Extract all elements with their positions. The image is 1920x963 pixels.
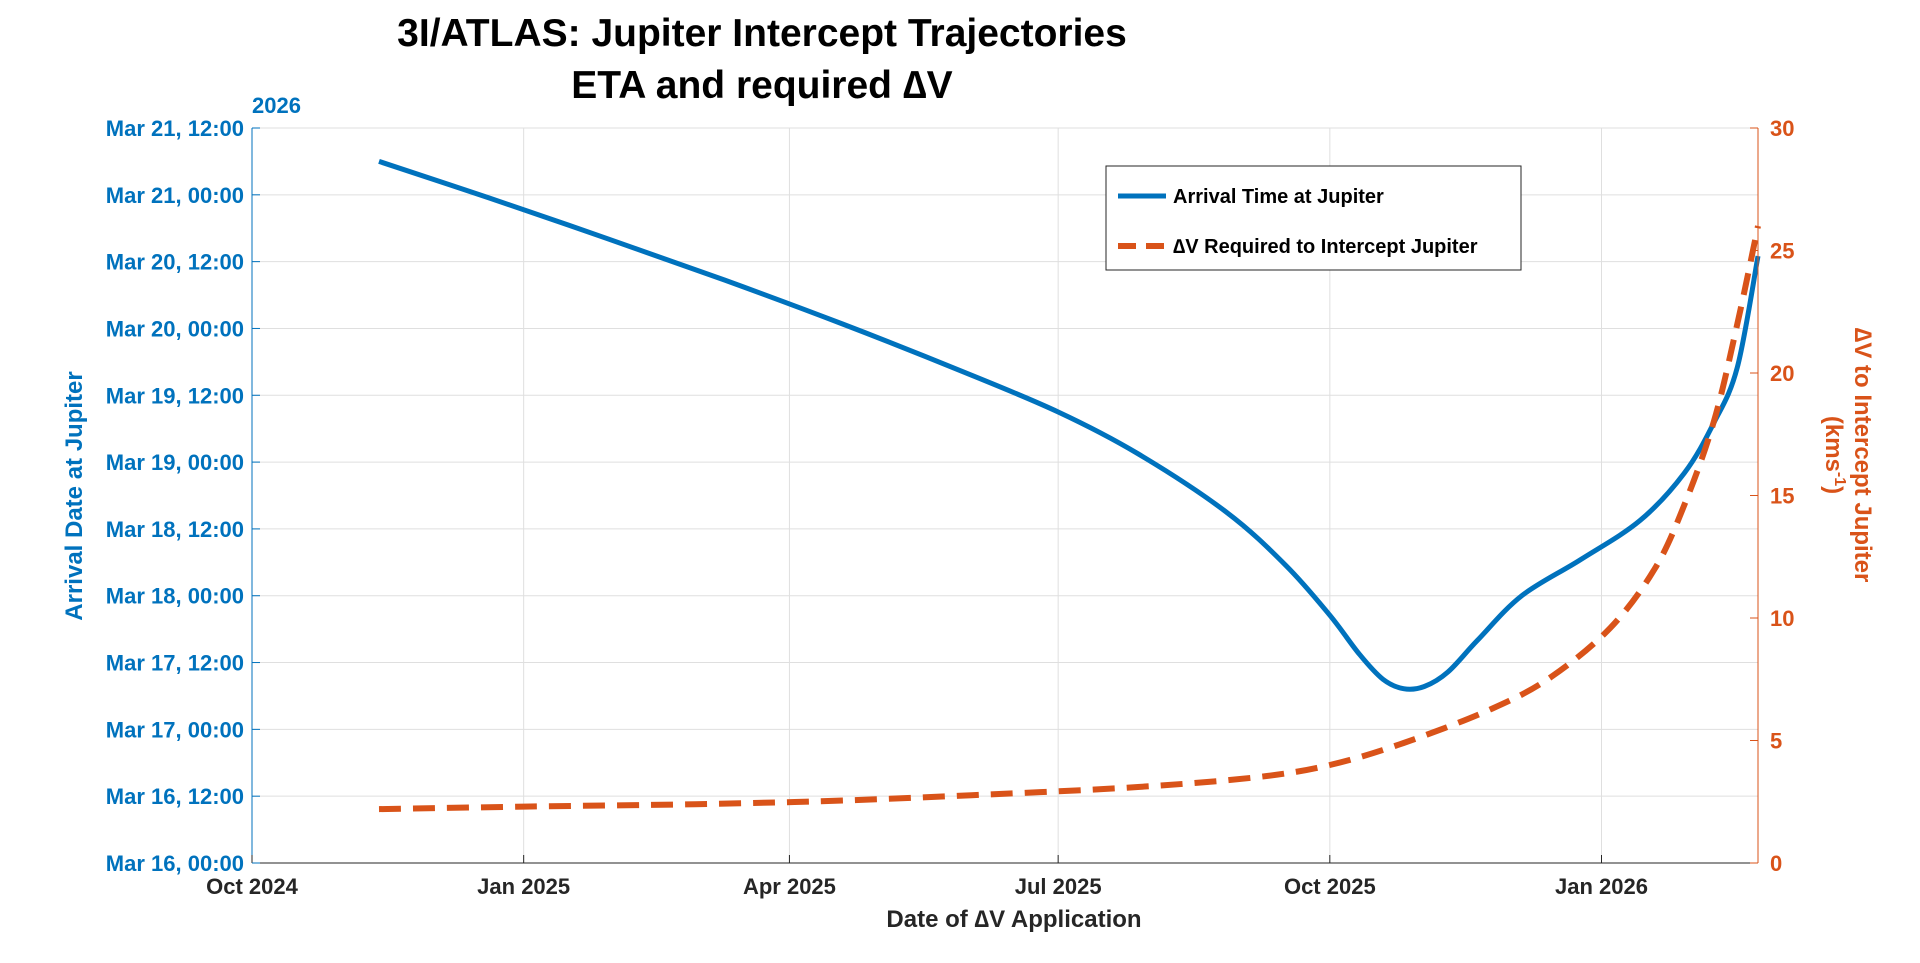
- right-y-axis-label-line-2: (kms-1): [1820, 416, 1848, 494]
- right-tick-label: 20: [1770, 361, 1794, 386]
- left-y-axis-label: Arrival Date at Jupiter: [61, 371, 88, 620]
- x-tick-label: Jul 2025: [1015, 874, 1102, 899]
- right-tick-label: 10: [1770, 606, 1794, 631]
- right-tick-label: 5: [1770, 729, 1782, 754]
- right-tick-label: 30: [1770, 116, 1794, 141]
- left-tick-label: Mar 20, 00:00: [106, 316, 244, 341]
- legend-box: [1105, 165, 1522, 271]
- right-y-axis-label-line-1: ∆V to Intercept Jupiter: [1849, 328, 1876, 583]
- left-tick-label: Mar 21, 00:00: [106, 183, 244, 208]
- x-axis-label: Date of ∆V Application: [886, 906, 1141, 933]
- left-tick-label: Mar 18, 12:00: [106, 517, 244, 542]
- left-axis-year-label: 2026: [252, 93, 301, 118]
- legend: Arrival Time at Jupiter ∆V Required to I…: [1105, 165, 1522, 271]
- chart-title-line-1: 3I/ATLAS: Jupiter Intercept Trajectories: [397, 12, 1127, 55]
- right-tick-label: 15: [1770, 484, 1794, 509]
- left-tick-label: Mar 19, 00:00: [106, 450, 244, 475]
- right-y-axis-label-unit: (kms: [1820, 416, 1847, 472]
- x-tick-label: Jan 2026: [1555, 874, 1648, 899]
- right-y-axis-label: ∆V to Intercept Jupiter (kms-1): [1820, 328, 1876, 583]
- right-tick-label: 0: [1770, 851, 1782, 876]
- axes-layer: [251, 128, 1759, 864]
- right-y-axis-label-close: ): [1820, 486, 1847, 494]
- legend-label-delta-v: ∆V Required to Intercept Jupiter: [1173, 236, 1478, 258]
- x-tick-label: Oct 2024: [206, 874, 298, 899]
- left-tick-label: Mar 18, 00:00: [106, 584, 244, 609]
- left-tick-label: Mar 20, 12:00: [106, 250, 244, 275]
- ticks-layer: Oct 2024 Jan 2025 Apr 2025 Jul 2025 Oct 2025…: [106, 116, 1795, 899]
- x-tick-label: Oct 2025: [1284, 874, 1376, 899]
- left-tick-label: Mar 19, 12:00: [106, 383, 244, 408]
- right-y-axis-label-exponent: -1: [1831, 472, 1848, 486]
- grid-layer: [252, 127, 1758, 863]
- series-delta-v-line: [378, 225, 1761, 813]
- x-tick-label: Apr 2025: [743, 874, 836, 899]
- legend-label-arrival-time: Arrival Time at Jupiter: [1173, 186, 1384, 208]
- left-tick-label: Mar 16, 00:00: [106, 851, 244, 876]
- left-tick-label: Mar 16, 12:00: [106, 784, 244, 809]
- left-tick-label: Mar 17, 12:00: [106, 651, 244, 676]
- left-tick-label: Mar 21, 12:00: [106, 116, 244, 141]
- series-layer: [378, 159, 1761, 813]
- chart-title-line-2: ETA and required ∆V: [571, 64, 952, 107]
- right-tick-label: 25: [1770, 239, 1794, 264]
- left-tick-label: Mar 17, 00:00: [106, 717, 244, 742]
- x-tick-label: Jan 2025: [477, 874, 570, 899]
- series-arrival-time-line: [378, 159, 1761, 692]
